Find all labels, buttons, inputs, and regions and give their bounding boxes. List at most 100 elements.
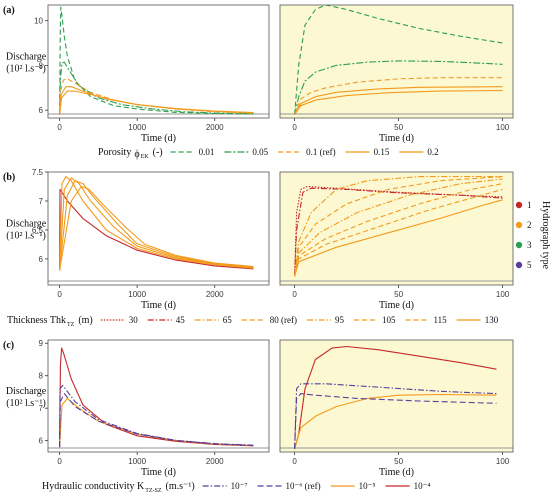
- y-tick-label: 7: [39, 404, 44, 413]
- y-tick-label: 6: [39, 255, 44, 264]
- plot-background: [280, 172, 513, 285]
- legend-label-8: 130: [485, 315, 499, 325]
- series-line-2: [294, 393, 497, 449]
- hydrograph-legend: 1 2 3 5 Hydrograph type: [515, 200, 550, 270]
- legend-label-1: 30: [129, 315, 139, 325]
- panel-2-left: 6 6.5 7 7.5 0 1000 2000 Time (d): [32, 168, 270, 311]
- plot-background: [280, 340, 513, 452]
- series-line-5: [59, 185, 254, 271]
- plot-background: [48, 5, 269, 118]
- legend-label-6: 105: [382, 315, 396, 325]
- x-tick-label: 100: [496, 290, 510, 299]
- panel-1-left: 6 8 10 0 1000 2000 Time (d): [34, 4, 270, 144]
- series-group: [59, 176, 254, 271]
- y-tick-label: 10: [34, 17, 43, 26]
- panel-2-right: 0 50 100 Time (d): [279, 171, 514, 311]
- x-tick-label: 1000: [128, 457, 146, 466]
- plot-frame: [279, 171, 514, 286]
- plot-frame: [47, 4, 270, 119]
- panel-1-right: 0 50 100 Time (d): [279, 4, 514, 144]
- panel-label: (c): [3, 340, 14, 351]
- x-axis-title: Time (d): [141, 300, 176, 311]
- series-line-2: [294, 60, 503, 115]
- series-group: [59, 347, 254, 448]
- series-line-3: [59, 78, 254, 115]
- y-tick-label: 6: [39, 106, 44, 115]
- x-axis-title: Time (d): [141, 467, 176, 478]
- series-line-4: [59, 384, 254, 448]
- series-line-1: [294, 345, 497, 449]
- x-tick-label: 0: [292, 457, 297, 466]
- panel-label: (b): [3, 172, 15, 183]
- hydrograph-legend-title: Hydrograph type: [540, 201, 550, 270]
- legend-label-2: 0.05: [252, 147, 268, 157]
- y-axis-title: Discharge: [6, 52, 47, 63]
- x-tick-label: 100: [496, 457, 510, 466]
- legend-label-1: 10⁻⁷: [231, 481, 248, 491]
- series-line-4: [294, 383, 497, 449]
- y-tick-label: 6.5: [32, 226, 44, 235]
- series-line-4: [294, 86, 503, 115]
- series-line-3: [59, 393, 254, 448]
- x-tick-label: 0: [57, 290, 62, 299]
- x-tick-label: 2000: [206, 457, 224, 466]
- series-line-3: [294, 176, 503, 277]
- hydrograph-label-5: 5: [527, 260, 532, 270]
- plot-background: [48, 340, 269, 452]
- y-tick-label: 7: [39, 197, 44, 206]
- x-tick-label: 100: [496, 123, 510, 132]
- x-tick-label: 0: [57, 457, 62, 466]
- series-line-8: [294, 199, 503, 277]
- panel-3-right: 0 50 100 Time (d): [279, 339, 514, 478]
- y-axis-title: Discharge: [6, 386, 47, 397]
- plot-frame: [47, 339, 270, 453]
- series-line-4: [59, 180, 254, 271]
- hydrograph-label-1: 1: [527, 200, 532, 210]
- x-tick-label: 2000: [206, 290, 224, 299]
- legend-title-subscript: TZ-SZ: [145, 488, 162, 494]
- legend-label-2: 10⁻⁶ (ref): [286, 481, 321, 491]
- legend-label-7: 115: [434, 315, 448, 325]
- y-axis-title: Discharge: [6, 219, 47, 230]
- legend-label-1: 0.01: [199, 147, 215, 157]
- panel-3-left: 6 7 8 9 0 1000 2000 Time (d): [39, 339, 270, 478]
- series-group: [294, 5, 503, 115]
- series-line-5: [294, 178, 503, 277]
- hydrograph-key-1: [515, 201, 523, 209]
- legend-title-units: (-): [153, 147, 163, 158]
- series-line-1: [59, 347, 254, 448]
- x-tick-label: 50: [394, 457, 403, 466]
- series-group: [294, 345, 497, 449]
- y-axis-units: (10² l.s⁻¹): [6, 231, 46, 242]
- x-tick-label: 0: [292, 290, 297, 299]
- legend-title: Thickness Thk: [7, 315, 66, 326]
- x-axis-title: Time (d): [141, 133, 176, 144]
- legend-3: Hydraulic conductivity K TZ-SZ (m.s⁻¹) 10⁻⁷…: [42, 481, 430, 494]
- x-tick-label: 2000: [206, 123, 224, 132]
- y-tick-label: 8: [39, 61, 44, 70]
- legend-label-5: 95: [335, 315, 345, 325]
- series-line-6: [294, 183, 503, 277]
- series-line-2: [59, 61, 254, 115]
- legend-title: Porosity: [98, 147, 131, 158]
- series-line-5: [59, 90, 254, 115]
- plot-frame: [279, 4, 514, 119]
- series-line-3: [59, 177, 254, 271]
- y-tick-label: 7.5: [32, 168, 44, 177]
- legend-label-3: 10⁻⁵: [359, 481, 376, 491]
- x-tick-label: 0: [292, 123, 297, 132]
- legend-1: Porosity ϕ EK (-) 0.01 0.05 0.1 (ref) 0.15 0.2: [98, 147, 439, 160]
- panel-label: (a): [3, 5, 15, 16]
- legend-title-units: (m.s⁻¹): [166, 481, 195, 492]
- legend-title: Hydraulic conductivity K: [42, 481, 145, 492]
- x-tick-label: 0: [57, 123, 62, 132]
- x-axis-title: Time (d): [379, 300, 414, 311]
- series-line-1: [59, 6, 254, 115]
- legend-label-5: 0.2: [427, 147, 438, 157]
- series-line-3: [294, 77, 503, 115]
- hydrograph-key-3: [515, 241, 523, 249]
- y-tick-label: 6: [39, 437, 44, 446]
- series-group: [59, 6, 254, 115]
- x-axis-title: Time (d): [379, 133, 414, 144]
